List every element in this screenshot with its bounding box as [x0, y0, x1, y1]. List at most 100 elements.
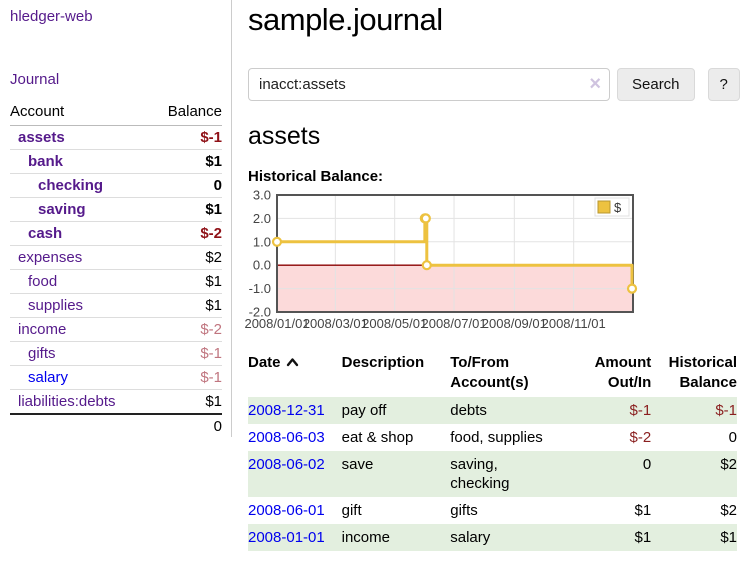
svg-text:3.0: 3.0 [253, 188, 271, 203]
svg-text:-1.0: -1.0 [249, 281, 271, 296]
svg-text:2008/07/01: 2008/07/01 [421, 316, 486, 331]
transaction-description: pay off [341, 402, 387, 419]
search-input-wrapper: × [248, 68, 610, 101]
transaction-amount: $1 [634, 529, 652, 546]
svg-text:2008/09/01: 2008/09/01 [482, 316, 547, 331]
app-brand-link[interactable]: hledger-web [10, 8, 93, 25]
sidebar: hledger-web Journal Account Balance asse… [0, 0, 232, 438]
account-link[interactable]: bank [28, 153, 64, 170]
register-header-row: Date Description To/From Account(s) Amou… [248, 351, 737, 397]
transaction-row: 2008-12-31 pay off debts $-1 $-1 [248, 397, 737, 424]
date-header-label: Date [248, 354, 281, 371]
transaction-date-link[interactable]: 2008-01-01 [248, 529, 325, 546]
account-row: supplies $1 [10, 293, 222, 318]
account-balance: $-1 [200, 129, 222, 146]
transaction-description: gift [341, 502, 362, 519]
account-link[interactable]: expenses [18, 249, 83, 266]
account-link[interactable]: saving [38, 201, 86, 218]
transaction-amount: 0 [642, 456, 652, 473]
transaction-amount: $-2 [629, 429, 652, 446]
transaction-row: 2008-06-03 eat & shop food, supplies $-2 0 [248, 424, 737, 451]
account-link[interactable]: liabilities:debts [18, 393, 116, 410]
account-row: food $1 [10, 269, 222, 294]
clear-search-icon[interactable]: × [589, 73, 601, 95]
transaction-amount: $-1 [629, 402, 652, 419]
svg-text:2008/01/01: 2008/01/01 [244, 316, 309, 331]
svg-text:2008/11/01: 2008/11/01 [542, 316, 606, 331]
account-link[interactable]: income [18, 321, 67, 338]
transaction-accounts: salary [450, 529, 491, 546]
accounts-header-account: Account [10, 100, 151, 126]
account-balance: $-1 [150, 341, 222, 366]
account-link[interactable]: salary [28, 369, 69, 386]
account-link[interactable]: assets [18, 129, 65, 146]
transaction-accounts: food, supplies [450, 429, 543, 446]
accounts-total-row: 0 [10, 413, 222, 438]
amount-header-line2: Out/In [607, 374, 652, 391]
transaction-date-link[interactable]: 2008-06-03 [248, 429, 325, 446]
account-balance: $-2 [150, 221, 222, 246]
help-button[interactable]: ? [707, 68, 740, 101]
transaction-amount: $1 [634, 502, 652, 519]
transaction-balance: $1 [720, 529, 737, 546]
register-header-amount: Amount Out/In [582, 351, 659, 397]
accounts-table-header: Account Balance [10, 100, 222, 126]
transaction-date-link[interactable]: 2008-06-01 [248, 502, 325, 519]
account-balance: $1 [150, 389, 222, 414]
transaction-balance: $-1 [715, 402, 737, 419]
transaction-balance: 0 [728, 429, 737, 446]
transaction-accounts: gifts [450, 502, 478, 519]
account-balance: $1 [150, 197, 222, 222]
search-input[interactable] [248, 68, 610, 101]
account-row: bank $1 [10, 149, 222, 174]
transaction-accounts: saving, checking [450, 456, 510, 492]
account-heading: assets [248, 122, 321, 150]
transaction-row: 2008-06-02 save saving, checking 0 $2 [248, 451, 737, 497]
account-row: income $-2 [10, 317, 222, 342]
account-link[interactable]: food [28, 273, 58, 290]
accounts-header-balance: Balance [150, 100, 222, 126]
accounts-table: Account Balance assets $-1 bank $1 checking 0… [10, 100, 222, 438]
transaction-date-link[interactable]: 2008-12-31 [248, 402, 325, 419]
search-form: × Search ? [248, 68, 740, 101]
amount-header-line1: Amount [594, 354, 652, 371]
account-balance: $1 [150, 149, 222, 174]
transaction-row: 2008-06-01 gift gifts $1 $2 [248, 497, 737, 524]
svg-text:2008/05/01: 2008/05/01 [362, 316, 427, 331]
account-link[interactable]: supplies [28, 297, 84, 314]
svg-text:2.0: 2.0 [253, 211, 271, 226]
account-row: saving $1 [10, 197, 222, 222]
account-row: expenses $2 [10, 245, 222, 270]
transaction-accounts: debts [450, 402, 487, 419]
account-balance: $2 [150, 245, 222, 270]
accounts-header-line2: Account(s) [450, 374, 529, 391]
transaction-description: eat & shop [341, 429, 414, 446]
page-title: sample.journal [248, 2, 443, 37]
svg-text:1.0: 1.0 [253, 234, 271, 249]
accounts-header-line1: To/From [450, 354, 510, 371]
account-link[interactable]: checking [38, 177, 104, 194]
account-balance: $1 [150, 293, 222, 318]
register-header-date[interactable]: Date [248, 351, 342, 397]
sidebar-item-journal[interactable]: Journal [10, 71, 60, 88]
account-link[interactable]: cash [28, 225, 63, 242]
account-link[interactable]: gifts [28, 345, 56, 362]
historical-balance-chart: 3.0 2.0 1.0 0.0 -1.0 -2.0 2008/01/01 2008/03/01… [244, 188, 740, 342]
account-row: liabilities:debts $1 [10, 389, 222, 414]
balance-header-line1: Historical [668, 354, 737, 371]
register-table: Date Description To/From Account(s) Amou… [248, 351, 737, 551]
transaction-row: 2008-01-01 income salary $1 $1 [248, 524, 737, 551]
transaction-description: income [341, 529, 390, 546]
transaction-balance: $2 [720, 502, 737, 519]
transaction-date-link[interactable]: 2008-06-02 [248, 456, 325, 473]
account-row: cash $-2 [10, 221, 222, 246]
register-header-accounts: To/From Account(s) [450, 351, 582, 397]
sort-ascending-icon [286, 358, 298, 367]
account-row: gifts $-1 [10, 341, 222, 366]
transaction-description: save [341, 456, 374, 473]
svg-text:$: $ [614, 200, 622, 215]
accounts-total-value: 0 [150, 413, 222, 438]
register-header-balance: Historical Balance [659, 351, 737, 397]
search-button[interactable]: Search [617, 68, 695, 101]
transaction-balance: $2 [720, 456, 737, 473]
